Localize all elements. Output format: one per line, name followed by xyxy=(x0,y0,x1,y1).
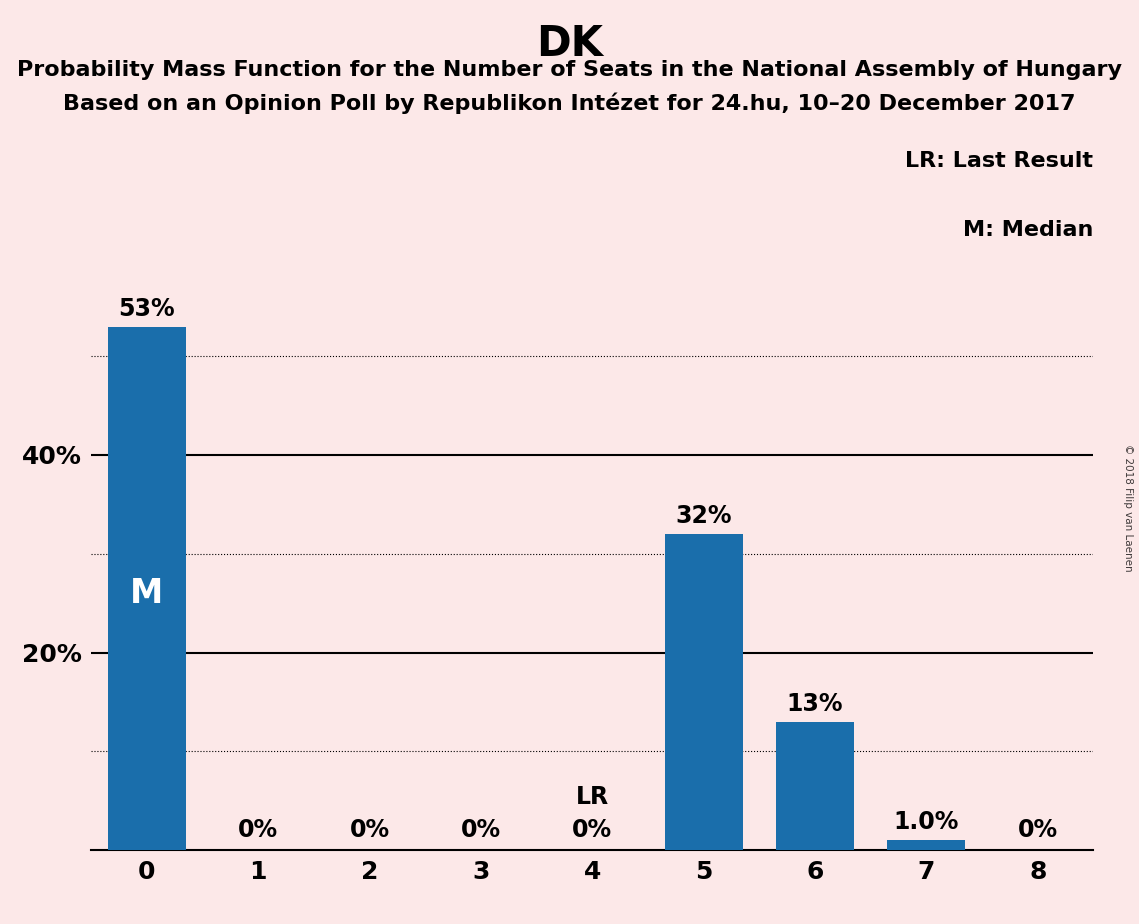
Text: M: Median: M: Median xyxy=(964,220,1093,240)
Text: LR: Last Result: LR: Last Result xyxy=(906,152,1093,171)
Text: M: M xyxy=(130,577,163,610)
Bar xyxy=(776,722,854,850)
Text: LR: LR xyxy=(575,784,609,808)
Bar xyxy=(665,534,743,850)
Text: 1.0%: 1.0% xyxy=(894,810,959,834)
Text: 0%: 0% xyxy=(350,818,390,842)
Bar xyxy=(887,840,966,850)
Text: 0%: 0% xyxy=(461,818,501,842)
Text: 0%: 0% xyxy=(238,818,278,842)
Text: 0%: 0% xyxy=(572,818,613,842)
Text: 32%: 32% xyxy=(675,505,732,529)
Text: Probability Mass Function for the Number of Seats in the National Assembly of Hu: Probability Mass Function for the Number… xyxy=(17,60,1122,80)
Text: 0%: 0% xyxy=(1017,818,1058,842)
Text: Based on an Opinion Poll by Republikon Intézet for 24.hu, 10–20 December 2017: Based on an Opinion Poll by Republikon I… xyxy=(64,92,1075,114)
Text: 53%: 53% xyxy=(118,297,175,321)
Text: DK: DK xyxy=(536,23,603,65)
Text: 13%: 13% xyxy=(787,692,843,716)
Bar xyxy=(108,326,186,850)
Text: © 2018 Filip van Laenen: © 2018 Filip van Laenen xyxy=(1123,444,1133,572)
